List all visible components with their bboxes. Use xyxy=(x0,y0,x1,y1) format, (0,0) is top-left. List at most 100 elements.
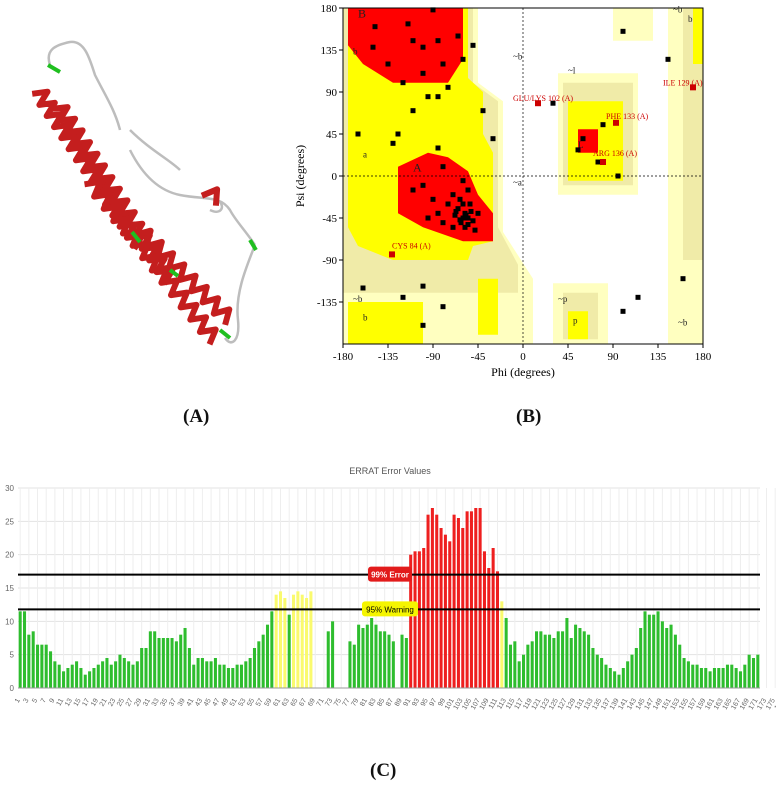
errat-bar xyxy=(704,668,708,688)
residue-point xyxy=(620,28,626,34)
errat-bar xyxy=(708,671,712,688)
errat-bar xyxy=(122,658,126,688)
caption-b: (B) xyxy=(516,406,542,427)
x-tick-label: 39 xyxy=(177,697,187,707)
residue-point xyxy=(425,94,431,100)
x-tick-label: 65 xyxy=(290,697,300,707)
turn-segment xyxy=(218,328,232,340)
residue-point xyxy=(410,187,416,193)
errat-bar xyxy=(508,644,513,688)
residue-point xyxy=(458,220,464,226)
x-tick-label: 97 xyxy=(429,697,439,707)
region-label: ~b xyxy=(678,317,688,327)
x-tick-label: 0 xyxy=(520,351,526,363)
x-tick-label: 1 xyxy=(14,697,22,704)
errat-bar xyxy=(487,568,491,688)
errat-bar xyxy=(595,654,599,688)
allowed-region-bottom2 xyxy=(478,278,498,335)
residue-point xyxy=(465,215,471,221)
errat-bar xyxy=(183,628,187,688)
x-tick-label: 13 xyxy=(64,697,74,707)
residue-point xyxy=(460,201,466,207)
errat-bar xyxy=(370,618,374,688)
residue-point xyxy=(468,208,474,214)
residue-point xyxy=(420,44,426,50)
errat-bar xyxy=(252,648,257,688)
errat-bar xyxy=(630,654,634,688)
residue-point xyxy=(462,224,468,230)
residue-point xyxy=(420,70,426,76)
x-tick-label: 93 xyxy=(411,697,421,707)
errat-bar xyxy=(417,551,421,688)
errat-bar xyxy=(448,541,452,688)
errat-bar xyxy=(482,551,486,688)
x-tick-label: 115 xyxy=(505,697,517,710)
labeled-residue-point xyxy=(613,119,619,126)
error-label-box xyxy=(368,566,412,582)
x-tick-label: 113 xyxy=(496,697,508,710)
residue-point xyxy=(440,220,446,226)
x-tick-label: 153 xyxy=(670,697,682,711)
x-tick-label: -90 xyxy=(426,351,441,363)
errat-bar xyxy=(357,624,361,688)
x-tick-label: 45 xyxy=(203,697,213,707)
residue-point xyxy=(455,206,461,212)
y-tick-label: 90 xyxy=(326,87,338,99)
x-tick-label: 77 xyxy=(342,697,352,707)
x-tick-label: 63 xyxy=(281,697,291,707)
residue-point xyxy=(450,192,456,198)
errat-bar xyxy=(686,661,690,688)
errat-bar xyxy=(374,624,378,688)
protein-model-panel xyxy=(20,20,270,360)
residue-point xyxy=(420,283,426,289)
residue-point xyxy=(440,164,446,170)
x-tick-label: 67 xyxy=(298,697,308,707)
errat-bar xyxy=(626,661,630,688)
x-tick-label: 83 xyxy=(368,697,378,707)
helix-5 xyxy=(200,186,221,206)
y-tick-label: 15 xyxy=(5,584,14,593)
errat-bar xyxy=(153,631,157,688)
residue-point xyxy=(460,56,466,62)
residue-point xyxy=(410,108,416,114)
errat-bar xyxy=(31,631,35,688)
errat-bar xyxy=(270,611,274,688)
errat-bar xyxy=(49,651,53,688)
residue-point xyxy=(457,196,463,202)
x-tick-label: 35 xyxy=(159,697,169,707)
residue-point xyxy=(450,224,456,230)
residue-point xyxy=(445,201,451,207)
errat-bar xyxy=(738,671,742,688)
residue-point xyxy=(475,210,481,216)
x-tick-label: 147 xyxy=(644,697,656,711)
errat-bar xyxy=(543,634,547,688)
x-tick-label: 95 xyxy=(420,697,430,707)
x-tick-label: 107 xyxy=(470,697,482,711)
x-tick-label: 119 xyxy=(522,697,534,710)
x-tick-label: 109 xyxy=(479,697,491,711)
region-label: a xyxy=(363,149,367,159)
errat-bar xyxy=(44,644,48,688)
errat-bar xyxy=(296,591,300,688)
errat-bar xyxy=(101,661,105,688)
residue-point xyxy=(680,276,686,282)
x-tick-label: 129 xyxy=(565,697,577,711)
turn-segment xyxy=(248,238,258,252)
x-tick-label: 159 xyxy=(696,697,708,711)
residue-point xyxy=(465,222,471,228)
x-tick-label: 33 xyxy=(151,697,161,707)
errat-bar xyxy=(600,658,604,688)
errat-bar xyxy=(36,644,40,688)
errat-bar xyxy=(331,621,335,688)
region-label: ~b xyxy=(513,51,523,61)
residue-point xyxy=(480,108,486,114)
turn-segment xyxy=(130,230,142,244)
errat-bar xyxy=(218,664,222,688)
errat-bar xyxy=(244,661,248,688)
errat-bar xyxy=(261,634,265,688)
errat-bar xyxy=(526,644,530,688)
residue-point xyxy=(435,94,441,100)
residue-label: CYS 84 (A) xyxy=(392,241,431,250)
x-tick-label: 55 xyxy=(246,697,256,707)
errat-bar xyxy=(669,624,673,688)
